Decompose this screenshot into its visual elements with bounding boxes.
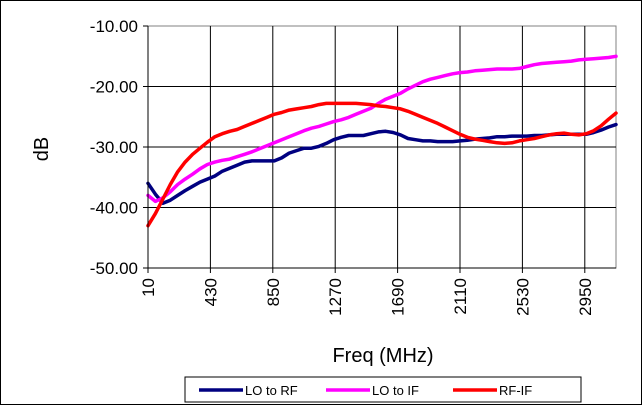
x-tick-label: 10 bbox=[139, 278, 158, 297]
legend: LO to RF LO to IF RF-IF bbox=[184, 376, 582, 403]
y-tick-label: -50.00 bbox=[90, 259, 138, 278]
x-axis-label: Freq (MHz) bbox=[332, 345, 433, 367]
y-tick-label: -20.00 bbox=[90, 78, 138, 97]
x-tick-label: 2950 bbox=[576, 278, 595, 316]
x-tick-label: 430 bbox=[201, 278, 220, 306]
legend-label-rf-if: RF-IF bbox=[499, 383, 532, 398]
legend-box bbox=[184, 376, 582, 403]
series-line-lo-to-rf bbox=[146, 122, 618, 206]
y-tick-label: -10.00 bbox=[90, 17, 138, 36]
y-axis-label: dB bbox=[31, 137, 53, 161]
x-tick-label: 1270 bbox=[326, 278, 345, 316]
legend-label-lo-to-rf: LO to RF bbox=[245, 383, 298, 398]
x-tick-label: 2530 bbox=[513, 278, 532, 316]
series-lines bbox=[146, 54, 618, 228]
y-tick-label: -40.00 bbox=[90, 199, 138, 218]
x-tick-label: 1690 bbox=[389, 278, 408, 316]
x-axis-ticks: 10 430 850 1270 1690 2110 2530 2950 bbox=[139, 268, 595, 316]
y-tick-label: -30.00 bbox=[90, 138, 138, 157]
x-tick-label: 850 bbox=[264, 278, 283, 306]
x-tick-label: 2110 bbox=[451, 278, 470, 315]
legend-label-lo-to-if: LO to IF bbox=[372, 383, 419, 398]
series-line-rf-if bbox=[146, 101, 618, 228]
y-axis-ticks: -10.00 -20.00 -30.00 -40.00 -50.00 bbox=[90, 17, 148, 278]
series-line-lo-to-if bbox=[146, 54, 618, 204]
legend-items: LO to RF LO to IF RF-IF bbox=[199, 383, 532, 398]
